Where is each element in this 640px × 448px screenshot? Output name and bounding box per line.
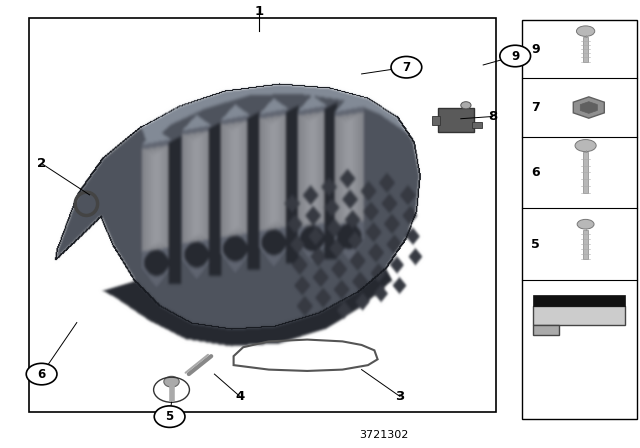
Text: 6: 6 — [531, 166, 540, 179]
Text: 8: 8 — [488, 110, 497, 123]
Text: 3721302: 3721302 — [359, 430, 409, 440]
Ellipse shape — [577, 220, 594, 229]
Text: 9: 9 — [511, 49, 519, 63]
Text: 6: 6 — [38, 367, 45, 381]
Polygon shape — [573, 97, 604, 118]
Circle shape — [391, 56, 422, 78]
FancyBboxPatch shape — [432, 116, 440, 125]
Text: 4: 4 — [236, 390, 244, 403]
Circle shape — [461, 102, 471, 109]
Text: 5: 5 — [531, 237, 540, 251]
Polygon shape — [580, 102, 597, 113]
FancyBboxPatch shape — [522, 20, 637, 419]
Text: 9: 9 — [531, 43, 540, 56]
Polygon shape — [533, 325, 559, 336]
FancyBboxPatch shape — [438, 108, 474, 132]
Ellipse shape — [575, 140, 596, 151]
Text: 7: 7 — [531, 101, 540, 114]
FancyBboxPatch shape — [584, 229, 588, 259]
Circle shape — [164, 376, 179, 387]
Polygon shape — [533, 295, 625, 306]
Ellipse shape — [577, 26, 595, 36]
Text: 2: 2 — [37, 157, 46, 170]
Circle shape — [26, 363, 57, 385]
Text: 5: 5 — [166, 410, 173, 423]
FancyBboxPatch shape — [584, 152, 588, 193]
Circle shape — [500, 45, 531, 67]
Polygon shape — [533, 306, 625, 325]
Text: 7: 7 — [403, 60, 410, 74]
Circle shape — [154, 406, 185, 427]
FancyBboxPatch shape — [472, 122, 482, 128]
Text: 3: 3 — [396, 390, 404, 403]
FancyBboxPatch shape — [584, 37, 588, 62]
Text: 1: 1 — [255, 4, 264, 18]
